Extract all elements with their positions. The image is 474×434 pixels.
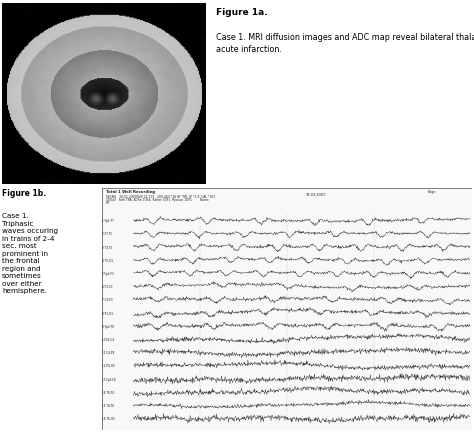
- Text: 2 F7-T5: 2 F7-T5: [102, 232, 112, 236]
- Text: 5 Fp1-F3: 5 Fp1-F3: [102, 271, 114, 275]
- Text: 7 C3-P3: 7 C3-P3: [102, 298, 113, 302]
- Text: Figure 1a.: Figure 1a.: [216, 8, 267, 17]
- Text: 16 T6-O2: 16 T6-O2: [102, 416, 115, 420]
- Text: SECNS   10:01 2900000 22:173   200.463 *18 HF *M1 LP *1.8  CAL *161: SECNS 10:01 2900000 22:173 200.463 *18 H…: [106, 194, 215, 198]
- Text: 1 Fp1-F7: 1 Fp1-F7: [102, 219, 114, 223]
- Text: HT: HT: [106, 201, 109, 205]
- Text: 8 P3-O1: 8 P3-O1: [102, 311, 113, 315]
- Text: Case 1. MRI diffusion images and ADC map reveal bilateral thalamic infarction on: Case 1. MRI diffusion images and ADC map…: [216, 33, 474, 54]
- Text: 3 T3-T5: 3 T3-T5: [102, 245, 112, 249]
- Text: 15 T4-T6: 15 T4-T6: [102, 403, 114, 407]
- Text: Page: Page: [427, 190, 436, 194]
- Text: 14 T6-T4: 14 T6-T4: [102, 390, 114, 394]
- Text: 9 Fp2-F8: 9 Fp2-F8: [102, 324, 114, 328]
- Text: Total 1 Well Recording: Total 1 Well Recording: [106, 190, 155, 194]
- Text: 4 T5-O1: 4 T5-O1: [102, 258, 113, 262]
- Text: 6 F3-C3: 6 F3-C3: [102, 285, 113, 289]
- Text: 11 C4-P4: 11 C4-P4: [102, 350, 115, 355]
- Text: 100uV   Fath TRA  ACFin 1Oh4  Rafter 1OF1  Reason 1OF1        Name: 100uV Fath TRA ACFin 1Oh4 Rafter 1OF1 Re…: [106, 197, 209, 201]
- Text: 19.03.2007: 19.03.2007: [305, 192, 326, 197]
- Text: 12 P4-O2: 12 P4-O2: [102, 364, 115, 368]
- Text: Figure 1b.: Figure 1b.: [2, 189, 46, 198]
- Text: 10 F4-C4: 10 F4-C4: [102, 337, 114, 341]
- Text: 13 Fp2-F4: 13 Fp2-F4: [102, 377, 116, 381]
- Text: Case 1.
Triphasic
waves occuring
in trains of 2-4
sec. most
prominent in
the fro: Case 1. Triphasic waves occuring in trai…: [2, 213, 58, 294]
